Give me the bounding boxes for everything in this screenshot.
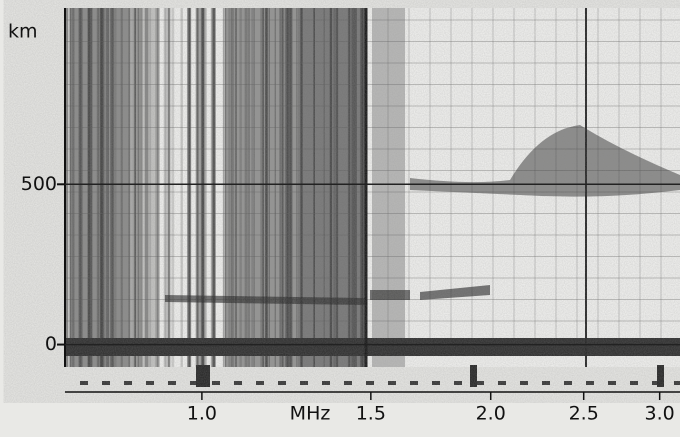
marker-dot — [432, 381, 440, 385]
marker-dot — [498, 381, 506, 385]
marker-dot — [80, 381, 88, 385]
marker-pulse — [657, 365, 664, 387]
marker-pulse — [470, 365, 477, 387]
y-tick-label: 0 — [45, 333, 57, 355]
x-tick-label: 1.0 — [187, 403, 217, 425]
y-axis-label: km — [8, 21, 38, 43]
marker-dot — [410, 381, 418, 385]
marker-dot — [300, 381, 308, 385]
marker-dot — [344, 381, 352, 385]
marker-dot — [520, 381, 528, 385]
x-axis-label: MHz — [290, 403, 331, 425]
marker-dot — [586, 381, 594, 385]
y-tick-label: 500 — [21, 173, 57, 195]
marker-dot — [212, 381, 220, 385]
x-tick-label: 3.0 — [645, 403, 675, 425]
marker-dot — [256, 381, 264, 385]
marker-dot — [278, 381, 286, 385]
marker-dot — [674, 381, 680, 385]
marker-dot — [366, 381, 374, 385]
marker-dot — [630, 381, 638, 385]
marker-dot — [168, 381, 176, 385]
marker-dot — [102, 381, 110, 385]
x-tick-label: 2.5 — [569, 403, 599, 425]
marker-dot — [146, 381, 154, 385]
x-tick-label: 1.5 — [356, 403, 386, 425]
marker-dot — [234, 381, 242, 385]
marker-dot — [564, 381, 572, 385]
marker-dot — [542, 381, 550, 385]
marker-pulse — [196, 365, 210, 387]
marker-dot — [652, 381, 660, 385]
marker-dot — [476, 381, 484, 385]
x-tick-label: 2.0 — [476, 403, 506, 425]
marker-dot — [454, 381, 462, 385]
marker-dot — [322, 381, 330, 385]
marker-dot — [190, 381, 198, 385]
marker-dot — [124, 381, 132, 385]
scan-grain — [65, 8, 680, 367]
marker-dot — [388, 381, 396, 385]
marker-dot — [608, 381, 616, 385]
